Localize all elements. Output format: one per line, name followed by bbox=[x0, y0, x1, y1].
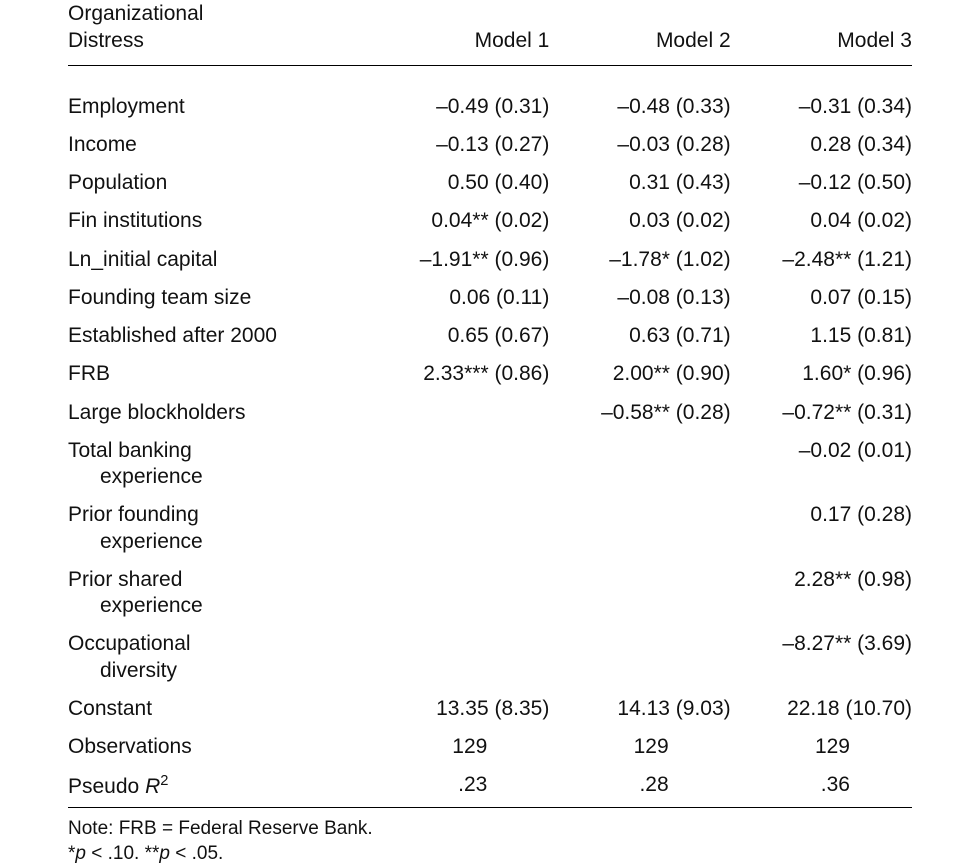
cell-model3: –0.72** (0.31) bbox=[731, 394, 912, 432]
variable-label: Income bbox=[68, 126, 368, 164]
cell-model1: 0.04** (0.02) bbox=[368, 202, 549, 240]
header-line1: Organizational bbox=[68, 2, 203, 25]
cell-model2: 0.03 (0.02) bbox=[549, 202, 730, 240]
table-row: Pseudo R2.23.28.36 bbox=[68, 766, 912, 807]
table-row: Observations129129129 bbox=[68, 728, 912, 766]
variable-label: Pseudo R2 bbox=[68, 766, 368, 807]
cell-model2: –0.03 (0.28) bbox=[549, 126, 730, 164]
cell-model1: –1.91** (0.96) bbox=[368, 241, 549, 279]
cell-model1: 13.35 (8.35) bbox=[368, 690, 549, 728]
note-significance: *p < .10. **p < .05. bbox=[68, 841, 912, 867]
cell-model1: 0.50 (0.40) bbox=[368, 164, 549, 202]
cell-model3: –0.02 (0.01) bbox=[731, 432, 912, 497]
header-model2: Model 2 bbox=[549, 0, 730, 65]
cell-model2: –1.78* (1.02) bbox=[549, 241, 730, 279]
cell-model2: 129 bbox=[549, 728, 730, 766]
cell-model2: –0.58** (0.28) bbox=[549, 394, 730, 432]
cell-model3: .36 bbox=[731, 766, 912, 807]
note-frb: Note: FRB = Federal Reserve Bank. bbox=[68, 816, 912, 842]
table-row: Prior sharedexperience 2.28** (0.98) bbox=[68, 561, 912, 626]
cell-model1 bbox=[368, 432, 549, 497]
cell-model1: 2.33*** (0.86) bbox=[368, 355, 549, 393]
header-line2: Distress bbox=[68, 29, 144, 52]
cell-model3: 0.04 (0.02) bbox=[731, 202, 912, 240]
variable-label: Employment bbox=[68, 88, 368, 126]
table-row: Constant13.35 (8.35)14.13 (9.03)22.18 (1… bbox=[68, 690, 912, 728]
table-row: Prior foundingexperience 0.17 (0.28) bbox=[68, 496, 912, 561]
cell-model1: 0.06 (0.11) bbox=[368, 279, 549, 317]
table-row: Occupationaldiversity –8.27** (3.69) bbox=[68, 625, 912, 690]
cell-model3: 0.28 (0.34) bbox=[731, 126, 912, 164]
cell-model3: –0.31 (0.34) bbox=[731, 88, 912, 126]
cell-model3: –2.48** (1.21) bbox=[731, 241, 912, 279]
cell-model2 bbox=[549, 432, 730, 497]
header-model3: Model 3 bbox=[731, 0, 912, 65]
cell-model3: –8.27** (3.69) bbox=[731, 625, 912, 690]
cell-model2: 2.00** (0.90) bbox=[549, 355, 730, 393]
cell-model1: –0.13 (0.27) bbox=[368, 126, 549, 164]
cell-model3: 1.60* (0.96) bbox=[731, 355, 912, 393]
cell-model2: 14.13 (9.03) bbox=[549, 690, 730, 728]
cell-model1 bbox=[368, 561, 549, 626]
cell-model2 bbox=[549, 496, 730, 561]
cell-model1 bbox=[368, 496, 549, 561]
cell-model2: .28 bbox=[549, 766, 730, 807]
cell-model2: 0.31 (0.43) bbox=[549, 164, 730, 202]
variable-label: Constant bbox=[68, 690, 368, 728]
cell-model2: –0.48 (0.33) bbox=[549, 88, 730, 126]
header-variable: Organizational Distress bbox=[68, 0, 368, 65]
table-row: Population0.50 (0.40)0.31 (0.43)–0.12 (0… bbox=[68, 164, 912, 202]
variable-label: Founding team size bbox=[68, 279, 368, 317]
cell-model1 bbox=[368, 625, 549, 690]
cell-model1: 129 bbox=[368, 728, 549, 766]
cell-model3: 0.07 (0.15) bbox=[731, 279, 912, 317]
notes-row: Note: FRB = Federal Reserve Bank. *p < .… bbox=[68, 807, 912, 867]
table-row: Founding team size0.06 (0.11)–0.08 (0.13… bbox=[68, 279, 912, 317]
cell-model3: 2.28** (0.98) bbox=[731, 561, 912, 626]
header-model1: Model 1 bbox=[368, 0, 549, 65]
cell-model1: 0.65 (0.67) bbox=[368, 317, 549, 355]
variable-label: Observations bbox=[68, 728, 368, 766]
cell-model2: 0.63 (0.71) bbox=[549, 317, 730, 355]
variable-label: Population bbox=[68, 164, 368, 202]
cell-model1: .23 bbox=[368, 766, 549, 807]
cell-model2 bbox=[549, 625, 730, 690]
variable-label: Ln_initial capital bbox=[68, 241, 368, 279]
table-row: Employment–0.49 (0.31)–0.48 (0.33)–0.31 … bbox=[68, 88, 912, 126]
cell-model1 bbox=[368, 394, 549, 432]
cell-model3: 1.15 (0.81) bbox=[731, 317, 912, 355]
table-row: FRB2.33*** (0.86)2.00** (0.90)1.60* (0.9… bbox=[68, 355, 912, 393]
table-row: Fin institutions0.04** (0.02)0.03 (0.02)… bbox=[68, 202, 912, 240]
header-row: Organizational Distress Model 1 Model 2 … bbox=[68, 0, 912, 65]
cell-model3: 0.17 (0.28) bbox=[731, 496, 912, 561]
cell-model3: 129 bbox=[731, 728, 912, 766]
table-row: Established after 20000.65 (0.67)0.63 (0… bbox=[68, 317, 912, 355]
variable-label: Prior sharedexperience bbox=[68, 561, 368, 626]
cell-model3: 22.18 (10.70) bbox=[731, 690, 912, 728]
table-row: Large blockholders –0.58** (0.28)–0.72** … bbox=[68, 394, 912, 432]
table-row: Total bankingexperience –0.02 (0.01) bbox=[68, 432, 912, 497]
regression-table: Organizational Distress Model 1 Model 2 … bbox=[68, 0, 912, 867]
table-row: Ln_initial capital–1.91** (0.96)–1.78* (… bbox=[68, 241, 912, 279]
variable-label: Fin institutions bbox=[68, 202, 368, 240]
cell-model1: –0.49 (0.31) bbox=[368, 88, 549, 126]
cell-model2: –0.08 (0.13) bbox=[549, 279, 730, 317]
table-row: Income–0.13 (0.27)–0.03 (0.28)0.28 (0.34… bbox=[68, 126, 912, 164]
cell-model2 bbox=[549, 561, 730, 626]
cell-model3: –0.12 (0.50) bbox=[731, 164, 912, 202]
variable-label: FRB bbox=[68, 355, 368, 393]
variable-label: Occupationaldiversity bbox=[68, 625, 368, 690]
variable-label: Large blockholders bbox=[68, 394, 368, 432]
variable-label: Prior foundingexperience bbox=[68, 496, 368, 561]
variable-label: Total bankingexperience bbox=[68, 432, 368, 497]
variable-label: Established after 2000 bbox=[68, 317, 368, 355]
